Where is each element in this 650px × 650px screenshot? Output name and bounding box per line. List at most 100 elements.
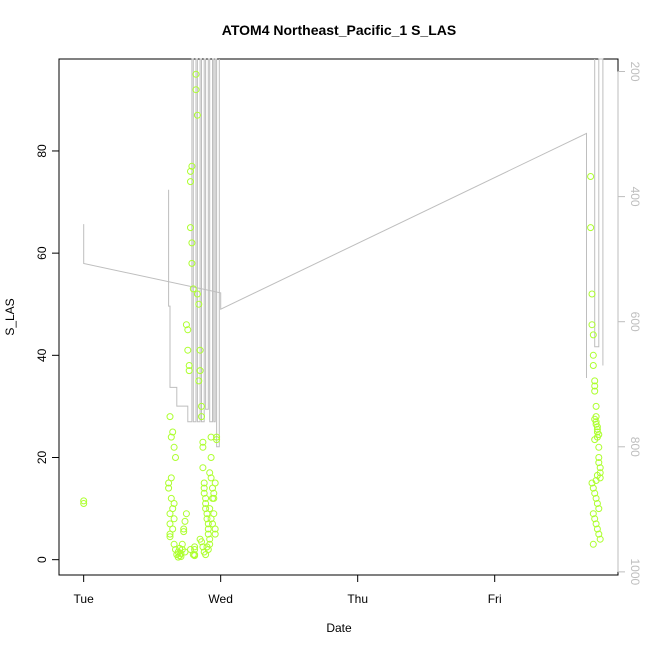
data-point [199,543,207,551]
data-point [169,525,177,533]
data-point [210,489,218,497]
data-point [180,528,188,536]
data-point [187,178,194,186]
data-point [206,469,214,477]
data-point [589,510,597,518]
data-point [193,290,201,298]
depth-line-segment-1 [168,58,220,448]
data-point [178,540,186,548]
chart-title: ATOM4 Northeast_Pacific_1 S_LAS [222,22,456,38]
data-point [591,377,599,385]
data-point [591,415,599,423]
data-point [211,530,219,538]
data-point [204,525,212,533]
data-point [167,494,175,502]
data-point [170,515,178,523]
y2-tick-label: 800 [628,437,642,457]
data-point [202,500,210,507]
data-point [200,484,208,492]
data-point [80,500,88,507]
data-point [592,402,600,410]
data-point [591,515,599,523]
data-point [169,428,177,436]
data-point [592,520,600,528]
plot-frame [58,58,619,576]
data-point [80,497,88,505]
data-point [188,239,196,247]
data-point [177,550,185,557]
data-point [198,538,205,546]
data-point [184,346,192,354]
data-point [185,367,193,375]
data-point [591,436,599,444]
data-point [182,510,190,518]
data-point [213,436,221,444]
y-tick-label: 80 [35,144,49,158]
data-point [187,167,194,175]
x-tick-label: Tue [74,592,95,606]
y-tick-label: 20 [35,451,49,465]
data-point [210,510,218,518]
data-point [593,500,601,507]
data-point [207,474,215,482]
x-tick-label: Wed [208,592,232,606]
data-point [177,553,185,561]
data-point [188,162,196,170]
data-point [196,346,204,354]
y-tick-label: 0 [35,556,49,563]
data-point [202,505,210,513]
data-point [591,387,599,395]
data-point [189,285,197,293]
data-point [588,321,596,329]
data-point [170,500,178,507]
data-point [589,351,597,359]
data-point [199,443,207,451]
x-axis-label: Date [326,621,352,635]
y2-tick-label: 400 [628,187,642,207]
data-point [589,362,597,369]
depth-line-layer [83,58,604,448]
data-point [595,443,603,451]
data-point [181,548,189,556]
data-point [188,259,196,267]
data-point [202,494,210,502]
data-point [170,540,178,548]
data-point [593,425,601,433]
data-point [195,377,203,385]
y2-tick-label: 1000 [628,559,642,586]
data-point [169,505,177,513]
data-point [213,433,221,441]
data-point [198,413,205,421]
data-point [589,331,597,339]
data-point [185,362,193,369]
data-point [593,525,601,533]
data-point [595,530,603,538]
data-point [172,454,179,461]
data-point [595,459,603,467]
data-point [211,525,219,533]
x-tick-label: Fri [488,592,502,606]
x-axis: Tue Wed Thu Fri [74,574,502,606]
y2-axis: 200 400 600 800 1000 [617,61,642,586]
y2-tick-label: 600 [628,312,642,332]
data-point [170,443,178,451]
data-point [196,367,204,375]
y-tick-label: 40 [35,348,49,362]
data-point [595,505,603,513]
data-point [181,517,189,525]
data-point [200,489,208,497]
data-point [206,505,214,513]
y-tick-label: 60 [35,246,49,260]
data-point [591,382,599,390]
data-point [588,290,596,298]
data-point [595,454,603,461]
y-axis: 0 20 40 60 80 [35,144,60,563]
data-point [200,479,208,487]
data-point [187,224,194,232]
data-point [167,433,175,441]
data-point [587,173,595,180]
data-point [204,530,212,538]
data-point [195,300,203,308]
data-point [596,535,604,543]
